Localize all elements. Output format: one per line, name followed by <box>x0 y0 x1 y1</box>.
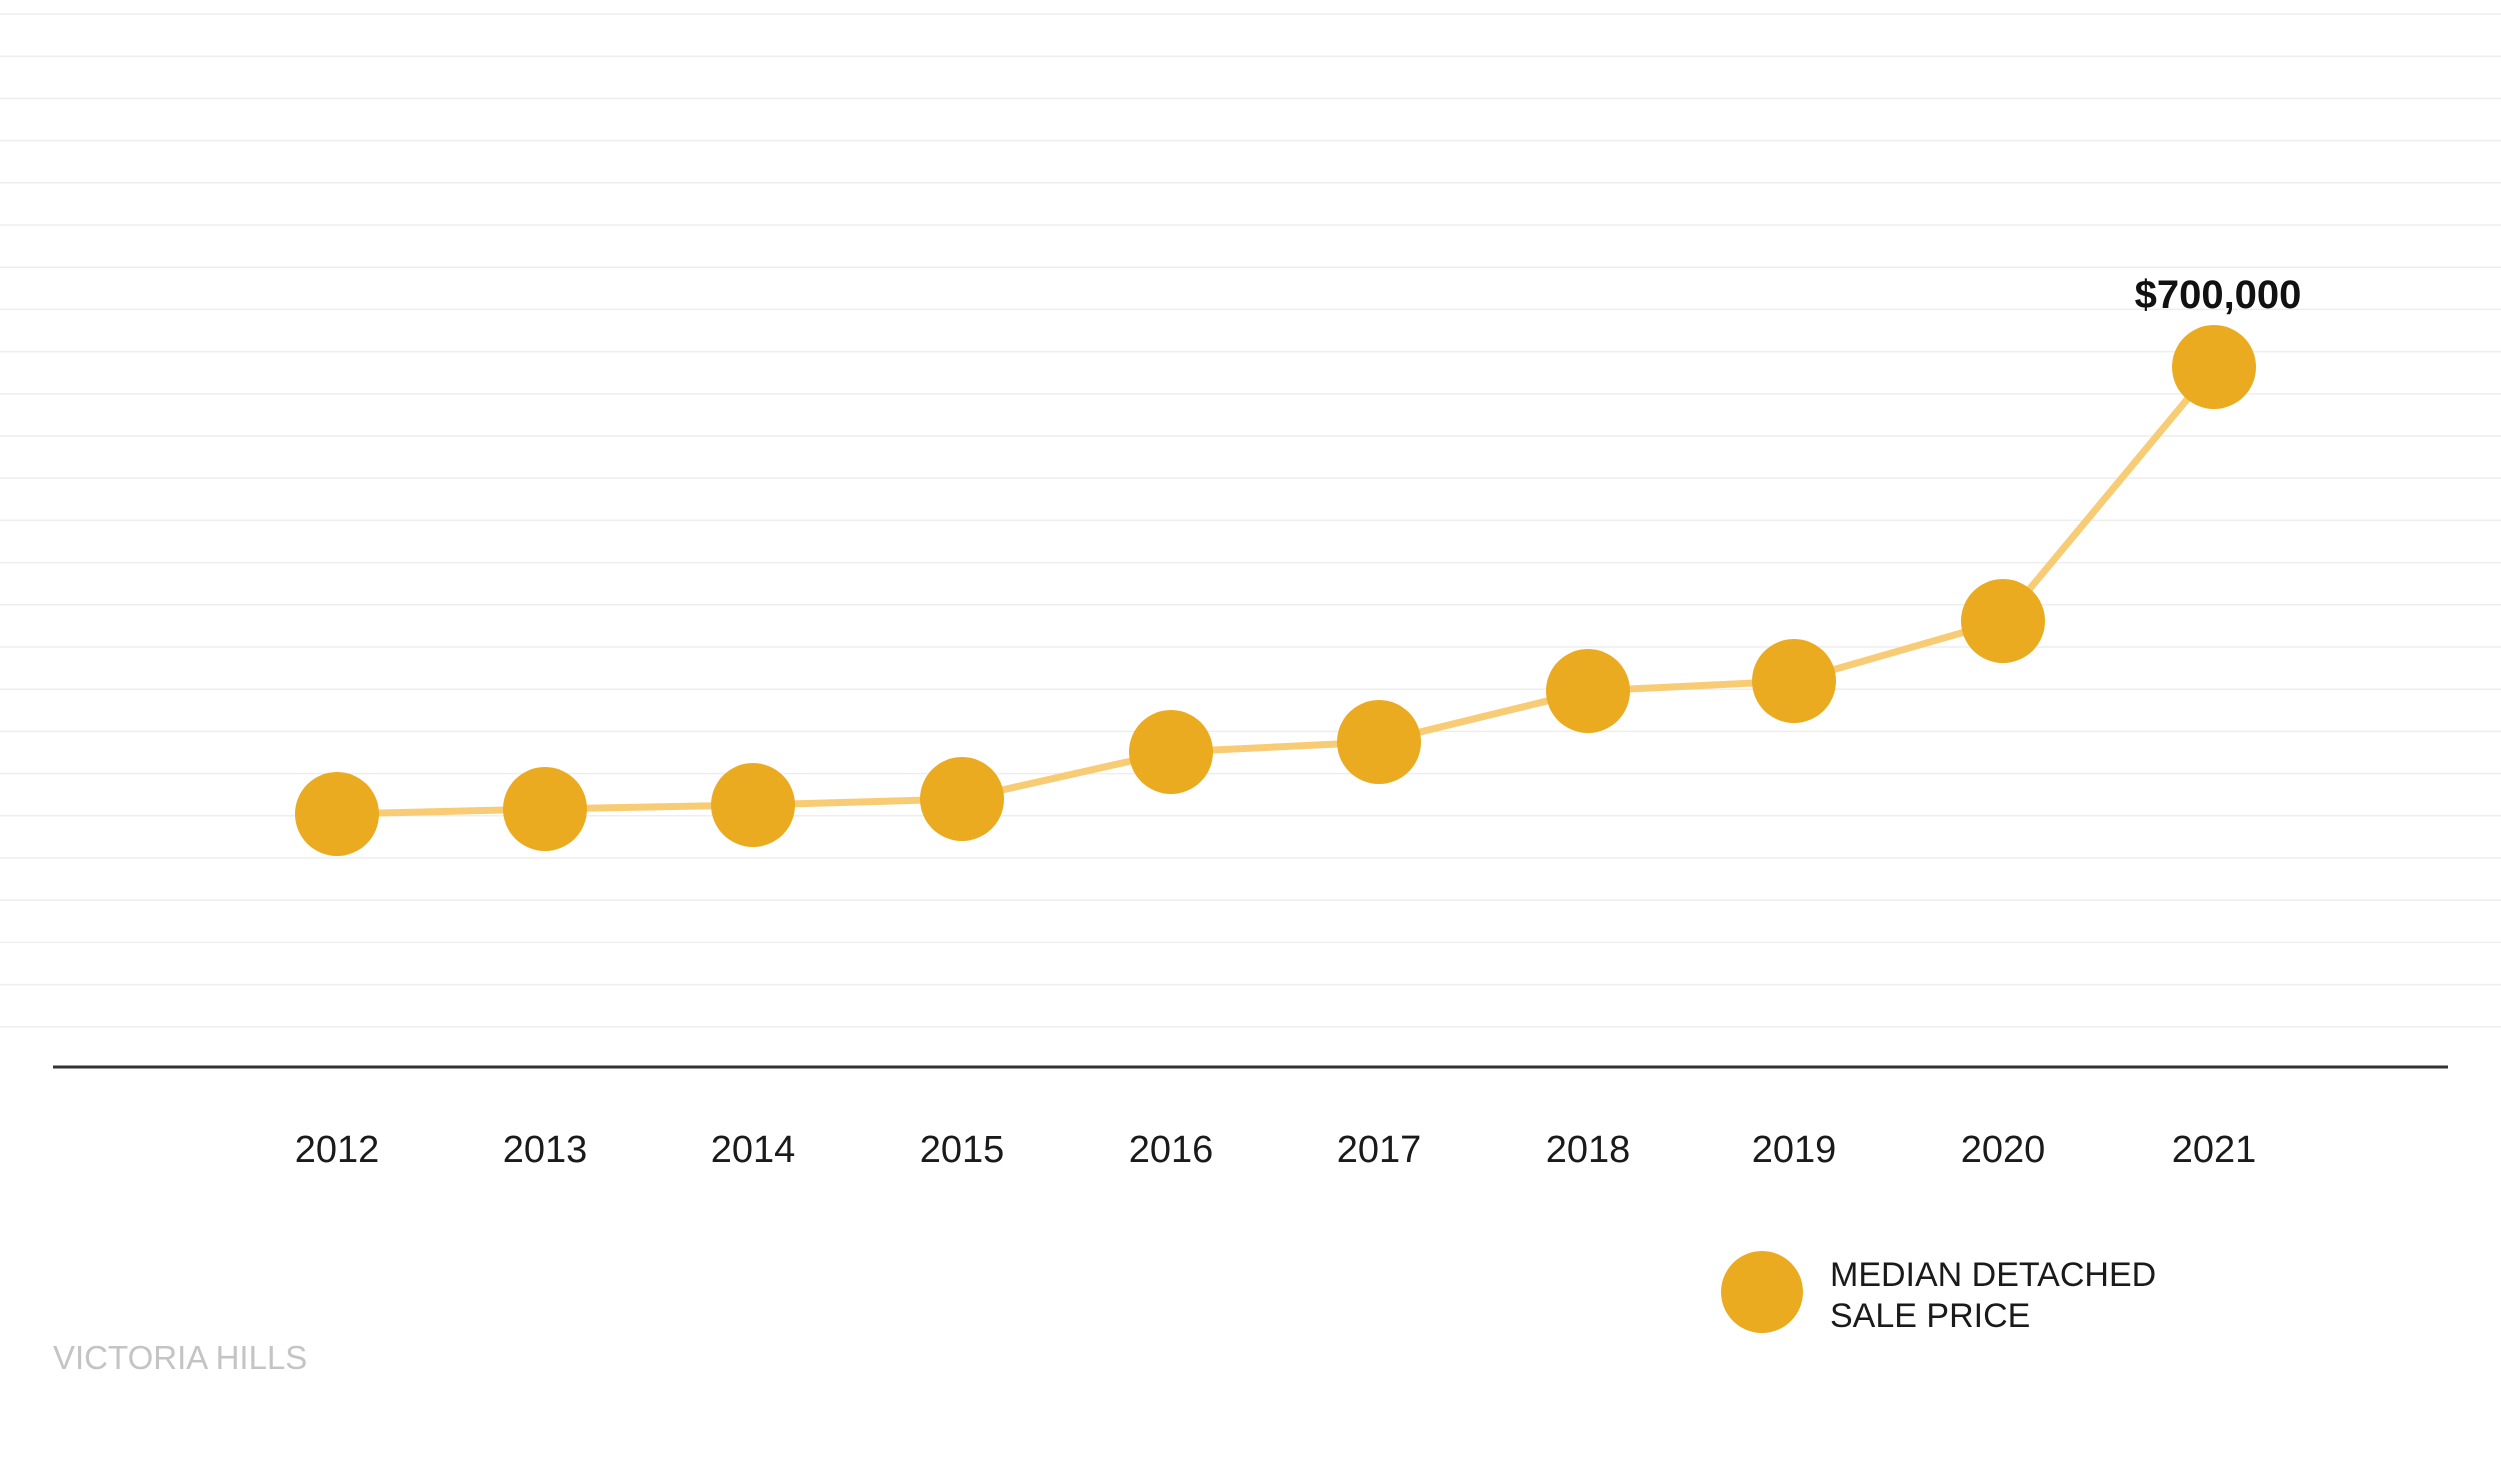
data-point <box>1129 710 1213 794</box>
x-tick-labels: 2012 2013 2014 2015 2016 2017 2018 2019 2020 2021 <box>295 1129 2257 1171</box>
data-point <box>1961 579 2045 663</box>
data-point <box>503 767 587 851</box>
data-point <box>295 772 379 856</box>
x-tick-label: 2015 <box>920 1129 1005 1171</box>
legend: MEDIAN DETACHED SALE PRICE <box>1721 1251 2156 1335</box>
gridlines <box>0 13 2501 1028</box>
legend-label-line1: MEDIAN DETACHED <box>1830 1256 2156 1294</box>
x-tick-label: 2019 <box>1752 1129 1837 1171</box>
data-point <box>920 757 1004 841</box>
x-tick-label: 2020 <box>1961 1129 2046 1171</box>
data-point <box>1337 700 1421 784</box>
data-point <box>1546 649 1630 733</box>
legend-marker <box>1721 1251 1803 1333</box>
data-label: $700,000 <box>2135 273 2302 317</box>
x-tick-label: 2012 <box>295 1129 380 1171</box>
series-line-group <box>336 364 2217 818</box>
x-tick-label: 2014 <box>711 1129 796 1171</box>
x-tick-label: 2021 <box>2172 1129 2257 1171</box>
data-point <box>1752 639 1836 723</box>
x-tick-label: 2017 <box>1337 1129 1422 1171</box>
legend-label-line2: SALE PRICE <box>1830 1297 2030 1335</box>
x-tick-label: 2016 <box>1129 1129 1214 1171</box>
series-line <box>336 364 2217 818</box>
watermark-text: VICTORIA HILLS <box>53 1339 307 1376</box>
data-point <box>2172 325 2256 409</box>
data-point <box>711 763 795 847</box>
x-tick-label: 2018 <box>1546 1129 1631 1171</box>
x-tick-label: 2013 <box>503 1129 588 1171</box>
data-labels: $700,000 <box>2135 273 2302 317</box>
data-points <box>295 325 2256 856</box>
